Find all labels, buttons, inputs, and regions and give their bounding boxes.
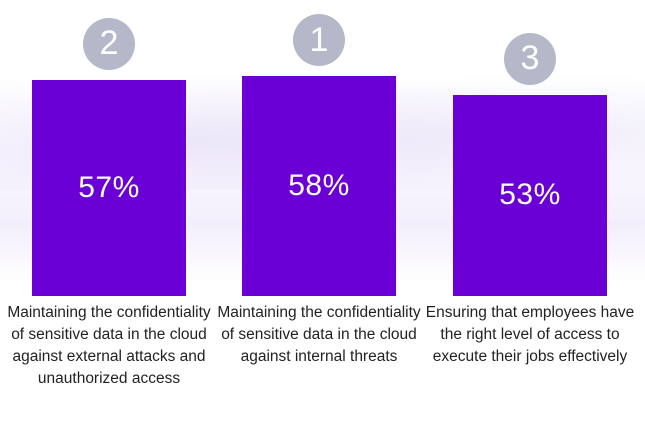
rank-badge-1: 1 [293, 14, 345, 66]
rank-badge-3: 3 [504, 32, 556, 85]
bar-employee-access: 53% [453, 94, 607, 296]
bar-external-attacks: 57% [32, 79, 186, 296]
rank-badge-2: 2 [83, 17, 135, 70]
category-label-external-attacks: Maintaining the confidentiality of sensi… [7, 304, 211, 387]
bar-value-label: 58% [288, 169, 350, 202]
bar-value-label: 53% [499, 178, 561, 212]
bar-value-label: 57% [78, 170, 140, 204]
category-label-internal-threats: Maintaining the confidentiality of sensi… [217, 304, 421, 365]
bar-internal-threats: 58% [242, 76, 396, 296]
category-label-employee-access: Ensuring that employees have the right l… [425, 304, 635, 365]
